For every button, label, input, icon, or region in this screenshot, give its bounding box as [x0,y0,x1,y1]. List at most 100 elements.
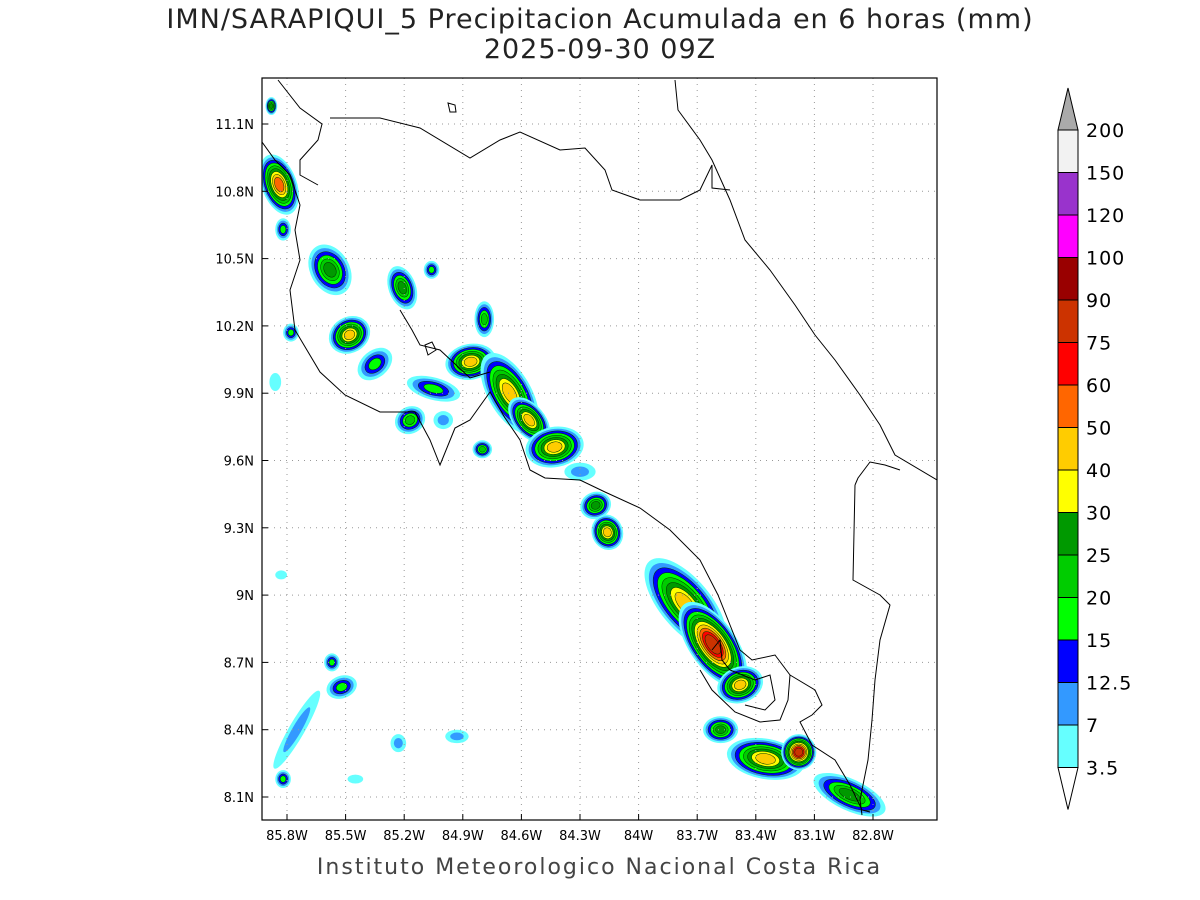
precip-cell [275,770,291,789]
colorbar-label: 7 [1086,715,1099,737]
precip-cell [308,244,352,296]
caribbean-coast [674,79,937,481]
precip-contour [269,373,282,391]
lat-tick-label: 10.2N [215,320,254,335]
colorbar-swatch [1057,214,1079,258]
lon-tick-label: 83.1W [793,829,835,844]
precip-contour [404,415,416,425]
colorbar-label: 100 [1086,248,1125,270]
precip-cell [525,426,584,468]
precip-cell [275,570,287,580]
lat-tick-label: 8.4N [224,724,254,739]
precip-cell [406,375,461,402]
precip-contour [323,262,337,278]
lon-tick-label: 84.9W [442,829,484,844]
precip-contour [393,738,403,749]
precip-cell [347,774,364,784]
lat-tick-label: 10.8N [215,185,254,200]
lon-tick-label: 84.3W [559,829,601,844]
colorbar-label: 50 [1086,418,1112,440]
precip-contour [368,357,382,371]
precip-contour [794,747,804,757]
nicaragua-lake-shore [277,79,731,201]
precip-contour [590,501,601,510]
pacific-coast [262,141,871,813]
precip-contour [287,329,294,337]
lon-tick-label: 84.6W [500,829,542,844]
precip-contour [571,466,589,477]
colorbar-swatch [1057,469,1079,513]
precip-contour [755,753,776,765]
precipitation-field [262,97,886,817]
map-frame [261,77,938,821]
precip-contour [280,225,287,234]
colorbar-label: 200 [1086,120,1125,142]
precip-contour [450,732,464,741]
osa-peninsula [711,638,776,711]
colorbar-swatch [1057,427,1079,471]
lat-tick-label: 8.1N [224,791,254,806]
precip-contour [269,103,274,109]
precip-cell [390,734,407,753]
colorbar-label: 15 [1086,630,1112,652]
axis-ticks: 85.8W 85.5W 85.2W 84.9W 84.6W 84.3W 84W 83.7W 83… [215,118,894,844]
colorbar-swatch [1057,172,1079,216]
colorbar-swatch [1057,342,1079,386]
precip-contour [397,281,407,295]
precip-cell [265,97,278,116]
precip-cell [357,347,393,381]
precip-contour [437,414,449,426]
precip-contour [335,682,348,692]
colorbar-label: 150 [1086,163,1125,185]
precip-contour [523,413,535,427]
colorbar-label: 25 [1086,545,1112,567]
colorbar-swatch [1057,512,1079,556]
precip-contour [283,707,311,753]
precip-cell [326,675,357,699]
precip-contour [280,775,287,783]
lat-tick-label: 8.7N [224,656,254,671]
precip-contour [715,725,727,734]
precip-cell [591,514,624,550]
precip-contour [275,570,287,580]
precip-contour [478,446,486,453]
credit-text: Instituto Meteorologico Nacional Costa R… [316,855,883,880]
precip-cell [472,440,493,459]
colorbar-legend: 3.5 7 12.5 15 20 25 30 40 50 60 75 90 100 120 150 200 [1057,87,1132,810]
colorbar-label: 75 [1086,333,1112,355]
lon-tick-label: 83.7W [676,829,718,844]
precip-cell [433,411,454,430]
lon-tick-label: 85.2W [383,829,425,844]
precip-cell [262,154,299,215]
precip-contour [347,774,364,784]
colorbar-label: 12.5 [1086,673,1132,695]
precip-cell [580,491,612,520]
precip-contour [328,658,336,666]
precip-cell [275,218,291,241]
precip-contour [343,329,356,340]
precip-contour [274,176,285,193]
coastlines-borders [262,79,937,816]
precip-cell [273,690,321,769]
precip-cell [813,772,886,817]
precip-contour [603,527,612,538]
colorbar-label: 40 [1086,460,1112,482]
colorbar-label: 3.5 [1086,758,1119,780]
gridlines [262,78,937,820]
colorbar-swatch [1057,554,1079,598]
lon-tick-label: 82.8W [852,829,894,844]
colorbar-swatch [1057,129,1079,173]
precip-contour [480,313,488,326]
lon-tick-label: 85.5W [325,829,367,844]
precip-contour [428,266,435,274]
lat-tick-label: 10.5N [215,253,254,268]
colorbar-swatch [1057,299,1079,343]
precip-cell [474,301,495,338]
lat-tick-label: 9.3N [224,522,254,537]
colorbar-label: 120 [1086,205,1125,227]
precip-cell [717,666,764,704]
precip-cell [703,716,739,744]
map-title: IMN/SARAPIQUI_5 Precipitacion Acumulada … [166,4,1034,35]
colorbar-above-triangle [1057,87,1079,131]
